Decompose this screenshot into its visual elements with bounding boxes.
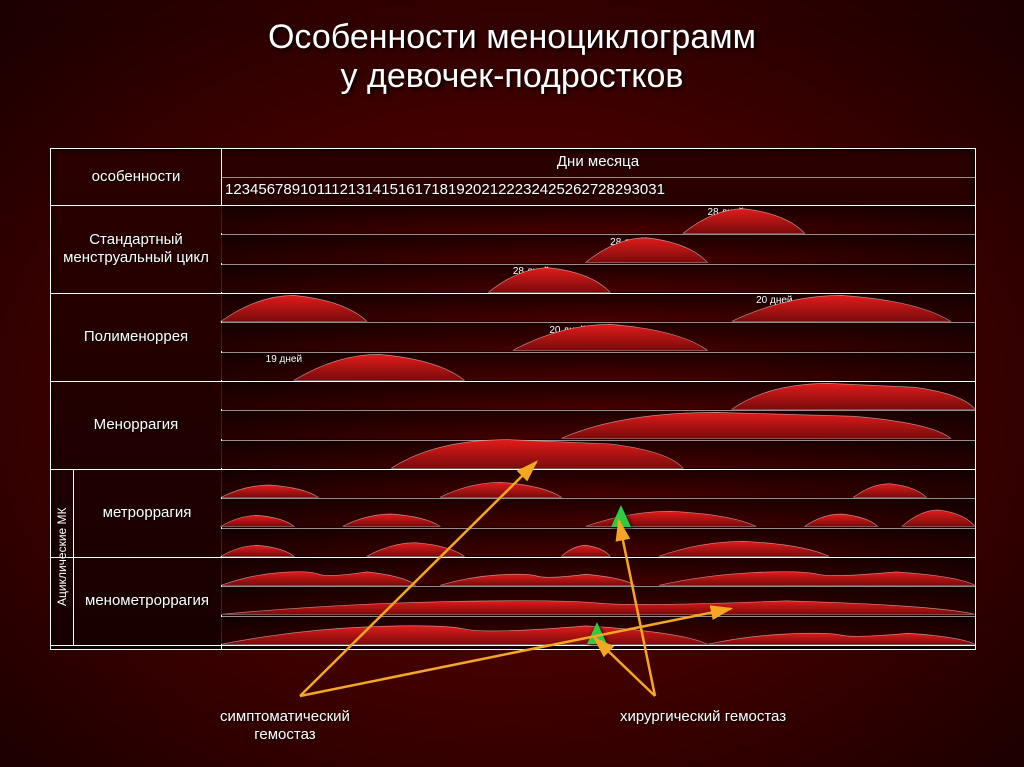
slide-title: Особенности меноциклограмм у девочек-под…: [0, 18, 1024, 96]
row-label-mm: менометроррагия: [73, 557, 221, 645]
strip-std-1: 28 дней: [221, 235, 975, 262]
legend-symptomatic: симптоматический гемостаз: [220, 708, 350, 744]
row-label-metr: метроррагия: [73, 469, 221, 557]
strip-poly-1: 20 дней: [221, 323, 975, 350]
strip-metr-1: [221, 499, 975, 526]
strip-meno-2: [221, 441, 975, 468]
row-label-poly: Полименоррея: [51, 293, 221, 381]
triangle-marker: [587, 622, 607, 644]
strip-meno-1: [221, 411, 975, 438]
slide: Особенности меноциклограмм у девочек-под…: [0, 18, 1024, 767]
strip-metr-2: [221, 529, 975, 556]
strip-poly-2: 19 дней: [221, 353, 975, 380]
row-label-meno: Меноррагия: [51, 381, 221, 469]
strip-meno-0: [221, 382, 975, 409]
strip-metr-0: [221, 470, 975, 497]
header-days-numbers: 1234567891011121314151617181920212223242…: [225, 181, 971, 198]
row-label-std: Стандартный менструальный цикл: [51, 205, 221, 293]
strip-std-0: 28 дней: [221, 206, 975, 233]
header-days-title: Дни месяца: [221, 153, 975, 170]
title-line-2: у девочек-подростков: [341, 57, 684, 95]
strip-mm-1: [221, 587, 975, 614]
triangle-marker: [611, 505, 631, 527]
menocyclogram-chart: особенностиДни месяца 1234567891011121314…: [50, 148, 976, 650]
vertical-group-label: Ациклические МК: [53, 469, 71, 645]
title-line-1: Особенности меноциклограмм: [268, 18, 756, 56]
header-features-label: особенности: [51, 149, 221, 205]
strip-std-2: 28 дней: [221, 265, 975, 292]
strip-mm-0: [221, 558, 975, 585]
strip-poly-0: 20 дней: [221, 294, 975, 321]
legend-surgical: хирургический гемостаз: [620, 708, 786, 726]
